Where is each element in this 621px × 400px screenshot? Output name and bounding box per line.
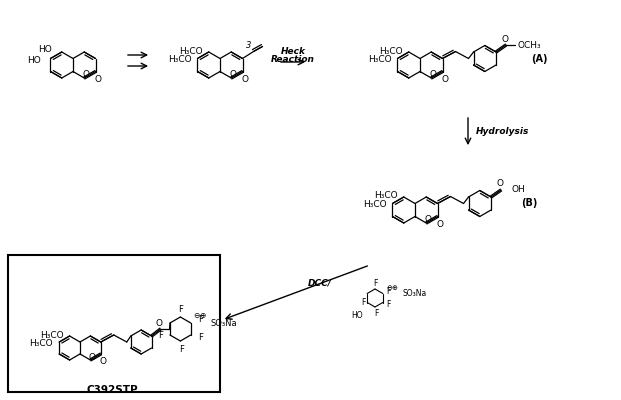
Text: O: O bbox=[429, 70, 437, 79]
Text: F: F bbox=[179, 344, 184, 354]
Text: OH: OH bbox=[511, 186, 525, 194]
Text: 3: 3 bbox=[245, 42, 251, 50]
Text: H₃CO: H₃CO bbox=[179, 46, 202, 56]
Text: F: F bbox=[197, 316, 202, 324]
Text: O: O bbox=[99, 358, 106, 366]
Text: (B): (B) bbox=[521, 198, 537, 208]
Text: O: O bbox=[94, 75, 101, 84]
Text: F: F bbox=[387, 287, 391, 296]
Text: ⊕: ⊕ bbox=[392, 284, 397, 290]
Text: O: O bbox=[83, 70, 89, 79]
Text: O: O bbox=[88, 352, 95, 362]
Text: HO: HO bbox=[38, 46, 52, 54]
Text: HO: HO bbox=[351, 310, 363, 320]
Text: Reaction: Reaction bbox=[271, 54, 315, 64]
Bar bbox=[8, 255, 220, 392]
Text: H₃CO: H₃CO bbox=[368, 55, 391, 64]
Text: HO: HO bbox=[27, 56, 40, 65]
Text: O: O bbox=[155, 318, 162, 328]
Text: O: O bbox=[497, 180, 504, 188]
Text: C392STP: C392STP bbox=[86, 385, 138, 395]
Text: ⊖: ⊖ bbox=[194, 312, 200, 320]
Text: F: F bbox=[373, 278, 377, 288]
Text: ⊖: ⊖ bbox=[387, 284, 392, 290]
Text: F: F bbox=[158, 330, 163, 340]
Text: F: F bbox=[387, 300, 391, 309]
Text: DCC/: DCC/ bbox=[308, 278, 332, 288]
Text: Heck: Heck bbox=[281, 48, 306, 56]
Text: Hydrolysis: Hydrolysis bbox=[476, 127, 529, 136]
Text: O: O bbox=[436, 220, 443, 229]
Text: OCH₃: OCH₃ bbox=[517, 40, 541, 50]
Text: O: O bbox=[241, 75, 248, 84]
Text: SO₃Na: SO₃Na bbox=[211, 318, 237, 328]
Text: F: F bbox=[197, 334, 202, 342]
Text: H₃CO: H₃CO bbox=[374, 192, 397, 200]
Text: SO₃Na: SO₃Na bbox=[403, 289, 427, 298]
Text: H₃CO: H₃CO bbox=[29, 338, 53, 348]
Text: H₃CO: H₃CO bbox=[379, 46, 402, 56]
Text: O: O bbox=[502, 34, 509, 44]
Text: O: O bbox=[229, 70, 237, 79]
Text: H₃CO: H₃CO bbox=[363, 200, 386, 209]
Text: ⊕: ⊕ bbox=[199, 312, 206, 320]
Text: (A): (A) bbox=[531, 54, 548, 64]
Text: H₃CO: H₃CO bbox=[168, 55, 191, 64]
Text: F: F bbox=[374, 310, 378, 318]
Text: F: F bbox=[178, 306, 183, 314]
Text: O: O bbox=[441, 75, 448, 84]
Text: O: O bbox=[424, 215, 432, 224]
Text: F: F bbox=[361, 298, 366, 307]
Text: H₃CO: H₃CO bbox=[40, 330, 63, 340]
